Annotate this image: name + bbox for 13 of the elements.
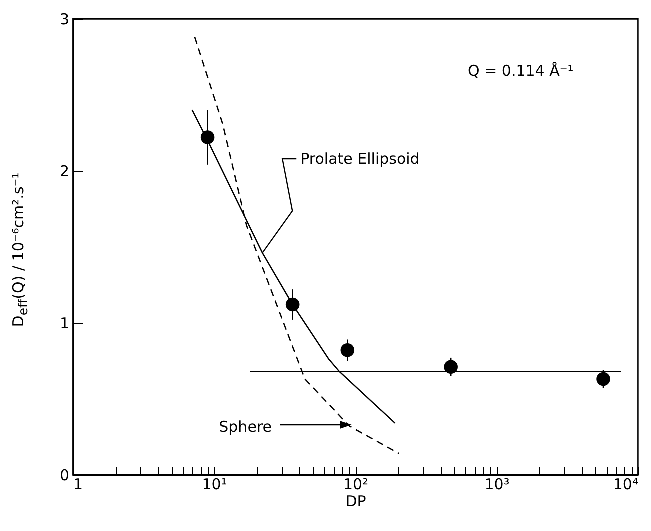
y-tick-label: 2 [60, 162, 70, 180]
x-tick-label: 10⁴ [613, 476, 638, 494]
y-tick-label: 0 [60, 466, 70, 484]
x-axis-title: DP [346, 492, 366, 510]
x-tick-label: 10³ [484, 476, 510, 494]
annotation: Sphere [219, 418, 272, 436]
y-tick-label: 1 [60, 314, 70, 332]
x-tick-label: 10² [343, 476, 369, 494]
x-tick-label: 10¹ [202, 476, 228, 494]
y-tick-label: 3 [60, 10, 70, 28]
annotation: Prolate Ellipsoid [300, 150, 420, 168]
x-tick-label: 1 [74, 476, 84, 494]
annotation: Q = 0.114 Å⁻¹ [468, 62, 574, 80]
